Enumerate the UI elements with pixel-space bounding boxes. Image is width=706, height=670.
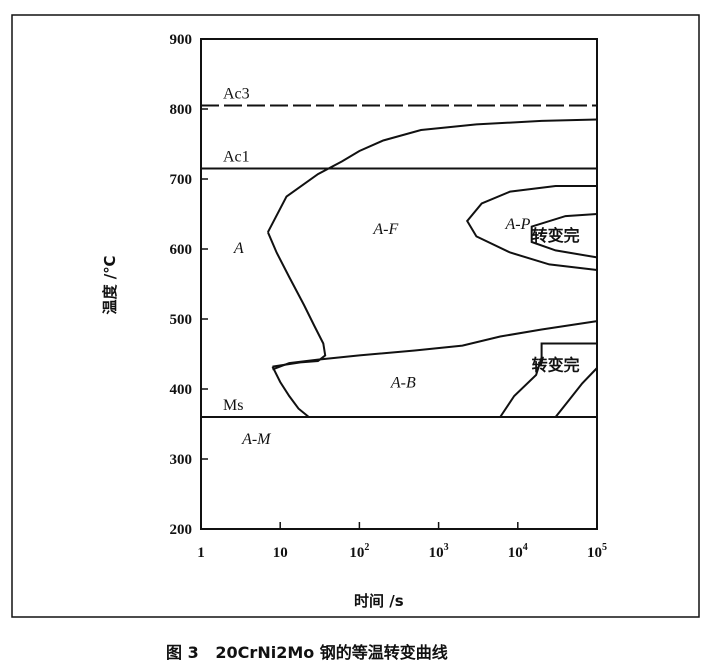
x-tick-label: 104 — [508, 542, 528, 561]
x-axis-ticks: 1 10 102 103 104 105 — [197, 522, 607, 561]
completion-label-1: 转变完 — [532, 226, 580, 245]
figure-caption: 图 3 20CrNi2Mo 钢的等温转变曲线 — [166, 643, 448, 662]
x-tick-label: 10 — [273, 545, 288, 561]
x-tick-label: 103 — [429, 542, 449, 561]
y-tick-label: 500 — [170, 312, 193, 328]
y-tick-label: 800 — [170, 102, 193, 118]
y-tick-label: 300 — [170, 452, 193, 468]
y-axis-ticks: 200 300 400 500 600 700 800 900 — [170, 32, 208, 538]
y-tick-label: 700 — [170, 172, 193, 188]
x-tick-label: 1 — [197, 545, 205, 561]
chart-curves — [266, 118, 598, 418]
curve-6 — [530, 213, 598, 259]
region-label-a: A — [233, 240, 244, 257]
curve-8 — [554, 367, 598, 418]
plot-area — [200, 38, 598, 530]
curve-7 — [499, 342, 597, 418]
region-label-a-b: A-B — [390, 374, 416, 391]
x-tick-label: 102 — [349, 542, 369, 561]
x-axis-label: 时间 /s — [354, 592, 404, 610]
ac3-label: Ac3 — [223, 86, 250, 103]
y-tick-label: 900 — [170, 32, 193, 48]
region-label-a-m: A-M — [241, 431, 272, 448]
y-tick-label: 600 — [170, 242, 193, 258]
curve-3 — [271, 366, 310, 418]
x-tick-label: 105 — [587, 542, 607, 561]
curve-5 — [465, 185, 598, 271]
curve-1 — [267, 118, 598, 233]
y-tick-label: 400 — [170, 382, 193, 398]
curve-4 — [272, 320, 598, 371]
completion-label-2: 转变完 — [532, 356, 580, 375]
ac1-label: Ac1 — [223, 149, 250, 166]
region-label-a-f: A-F — [372, 221, 398, 238]
curve-2 — [266, 231, 327, 368]
ms-label: Ms — [223, 397, 243, 414]
outer-frame — [11, 14, 700, 618]
y-tick-label: 200 — [170, 522, 193, 538]
region-label-a-p: A-P — [505, 216, 531, 233]
reference-lines: Ac3 Ac1 Ms — [201, 86, 597, 418]
y-axis-label: 温度 /℃ — [101, 256, 119, 315]
